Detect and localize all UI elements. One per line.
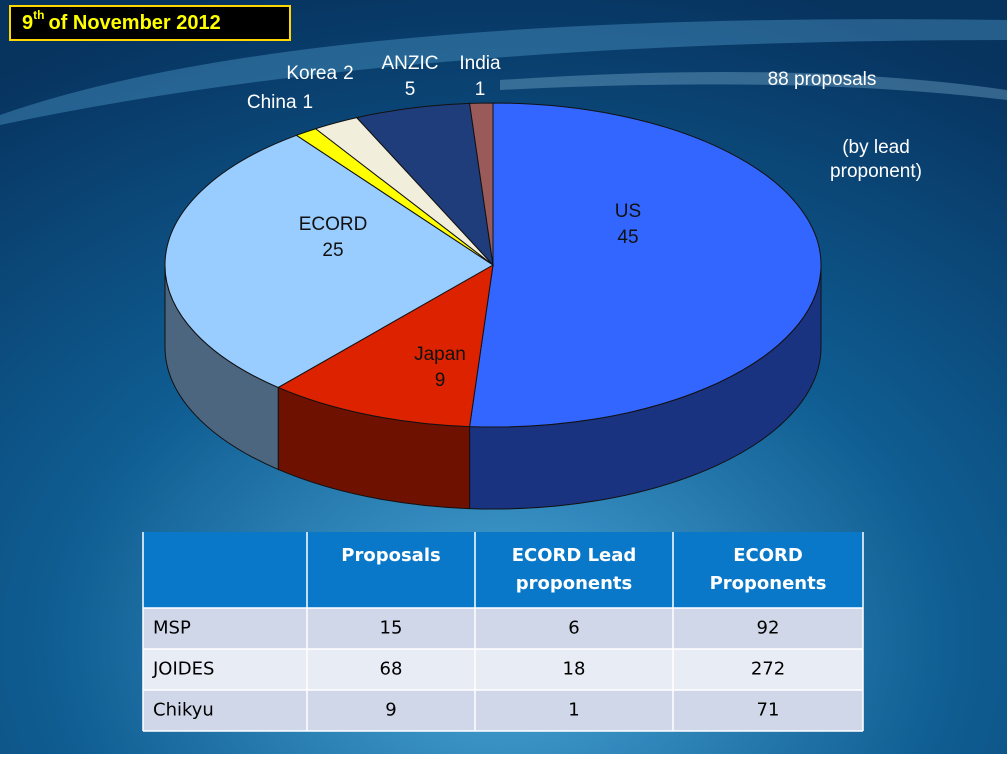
slice (277, 264, 494, 428)
label-value: 2 (343, 63, 354, 84)
slice (164, 134, 494, 388)
table-cell: 272 (751, 659, 785, 680)
data-label: China 1 (247, 92, 313, 113)
label-category: China (247, 92, 297, 113)
label-category: India (459, 53, 501, 74)
table-cell: 9 (385, 700, 396, 721)
data-label: ECORD 25 (299, 214, 368, 261)
pie: US 45 Japan 9 ECORD 25 China 1 Korea 2 ANZIC 5 India… (164, 53, 822, 510)
label-category: Korea (286, 63, 337, 84)
table-cell: 15 (380, 618, 403, 639)
column-header: Proponents (710, 573, 827, 594)
data-label: US 45 (615, 201, 641, 248)
label-value: 45 (617, 227, 638, 248)
annotation: (by lead (842, 137, 910, 158)
date: 9th of November 2012 (22, 8, 221, 34)
day: 9 (22, 12, 33, 34)
label-value: 25 (322, 240, 343, 261)
table-cell: 6 (568, 618, 579, 639)
table-cell: 1 (568, 700, 579, 721)
slice (469, 102, 494, 266)
table-cell: 68 (380, 659, 403, 680)
annotation: 88 proposals (768, 69, 877, 90)
table-cell: 92 (757, 618, 780, 639)
label-category: ANZIC (382, 53, 439, 74)
data-label: India 1 (459, 53, 501, 100)
annotation: proponent) (830, 161, 922, 182)
label-category: ECORD (299, 214, 368, 235)
data-label: ANZIC 5 (382, 53, 439, 100)
swoosh (500, 72, 1007, 100)
header-row (143, 532, 863, 608)
date-rest: of November 2012 (48, 12, 220, 34)
column-header: ECORD (733, 545, 803, 566)
slice (469, 102, 822, 428)
table-cell: 71 (757, 700, 780, 721)
column-header: ECORD Lead (512, 545, 637, 566)
table-cell: Chikyu (153, 700, 214, 721)
table-cell: JOIDES (152, 659, 214, 680)
table-row (143, 649, 863, 690)
table-row (143, 690, 863, 731)
column-header: proponents (516, 573, 633, 594)
suffix: th (33, 8, 44, 22)
label-value: 1 (475, 79, 486, 100)
label-value: 9 (435, 370, 446, 391)
label-category: US (615, 201, 641, 222)
swoosh (0, 19, 1007, 125)
label-value: 5 (405, 79, 416, 100)
column-header: Proposals (341, 545, 440, 566)
table: Proposals ECORD Lead proponents ECORD Propon… (142, 532, 864, 732)
data-label: Korea 2 (286, 63, 353, 84)
table-row (143, 608, 863, 649)
label-category: Japan (414, 344, 466, 365)
date-box (9, 5, 291, 41)
table-cell: 18 (563, 659, 586, 680)
data-label: Japan 9 (414, 344, 466, 391)
table-cell: MSP (153, 618, 191, 639)
label-value: 1 (303, 92, 314, 113)
